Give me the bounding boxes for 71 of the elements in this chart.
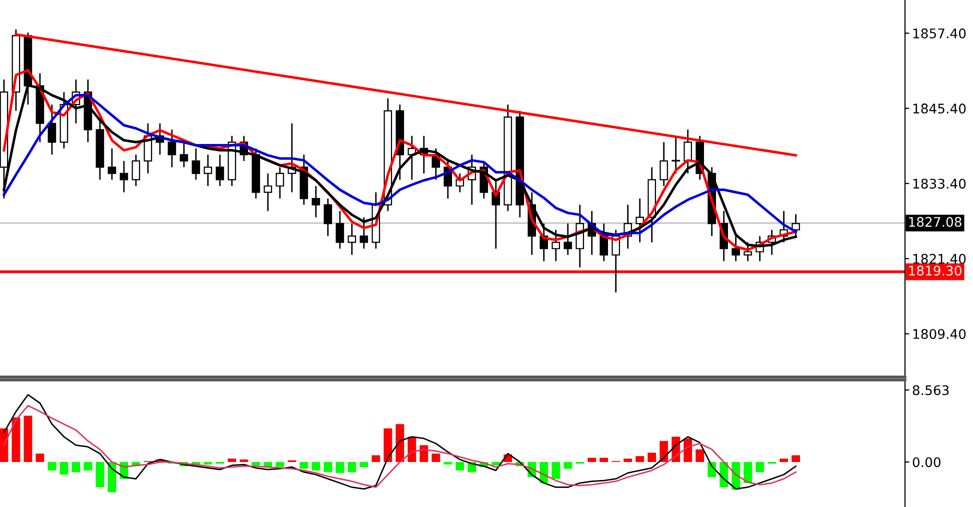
candlestick xyxy=(324,198,332,237)
bar xyxy=(372,455,380,462)
candlestick xyxy=(336,210,344,250)
candlestick xyxy=(348,222,356,256)
bar xyxy=(276,462,284,468)
y-tick-label: 1845.40 xyxy=(913,104,966,114)
bar xyxy=(696,449,704,462)
ref-line-label: 1827.08 xyxy=(909,216,962,227)
bar xyxy=(324,462,332,472)
candlestick xyxy=(684,128,692,174)
bar xyxy=(12,417,20,462)
bar xyxy=(96,462,104,488)
bar xyxy=(684,438,692,462)
candlestick xyxy=(132,154,140,187)
candlestick xyxy=(180,141,188,168)
candlestick xyxy=(660,141,668,187)
bar xyxy=(204,462,212,465)
candlestick xyxy=(636,198,644,244)
bar xyxy=(84,462,92,470)
y-tick-label: 8.563 xyxy=(912,385,949,396)
bar xyxy=(636,456,644,462)
bar xyxy=(792,455,800,462)
bar xyxy=(24,416,32,462)
candlestick xyxy=(192,148,200,180)
bar xyxy=(384,428,392,462)
y-tick-label: 1821.40 xyxy=(913,254,966,264)
bar xyxy=(600,458,608,462)
bar xyxy=(72,462,80,472)
ref-line-label: 1819.30 xyxy=(909,266,962,276)
bar xyxy=(444,462,452,465)
bar xyxy=(0,428,8,462)
bar xyxy=(780,458,788,462)
candlestick xyxy=(216,154,224,187)
candlestick xyxy=(264,172,272,212)
bar xyxy=(300,462,308,469)
candlestick xyxy=(204,154,212,187)
bar xyxy=(624,458,632,462)
bar xyxy=(360,462,368,468)
bar xyxy=(348,462,356,472)
candlestick xyxy=(312,185,320,218)
y-tick-label: 0.00 xyxy=(912,457,940,468)
bar xyxy=(588,458,596,462)
bar xyxy=(240,459,248,462)
bar xyxy=(312,462,320,470)
bar xyxy=(432,454,440,462)
bar xyxy=(48,462,56,470)
bar xyxy=(108,462,116,492)
bar xyxy=(396,424,404,462)
candlestick xyxy=(168,128,176,168)
bar xyxy=(456,462,464,470)
candlestick xyxy=(120,160,128,193)
y-tick-label: 1809.40 xyxy=(913,329,966,339)
candlestick xyxy=(108,148,116,180)
bar xyxy=(228,458,236,462)
bar xyxy=(552,462,560,479)
bar xyxy=(420,445,428,462)
bar xyxy=(36,454,44,462)
y-tick-label: 1857.40 xyxy=(913,28,966,38)
bar xyxy=(336,462,344,473)
bar xyxy=(648,452,656,462)
bar xyxy=(252,462,260,466)
bar xyxy=(564,462,572,469)
bar xyxy=(660,440,668,462)
bar xyxy=(492,462,500,466)
bar xyxy=(60,462,68,475)
bar xyxy=(756,462,764,472)
candlestick xyxy=(48,104,56,156)
candlestick xyxy=(276,166,284,200)
y-tick-label: 1833.40 xyxy=(913,178,966,189)
candlestick xyxy=(672,135,680,174)
bar xyxy=(744,462,752,484)
